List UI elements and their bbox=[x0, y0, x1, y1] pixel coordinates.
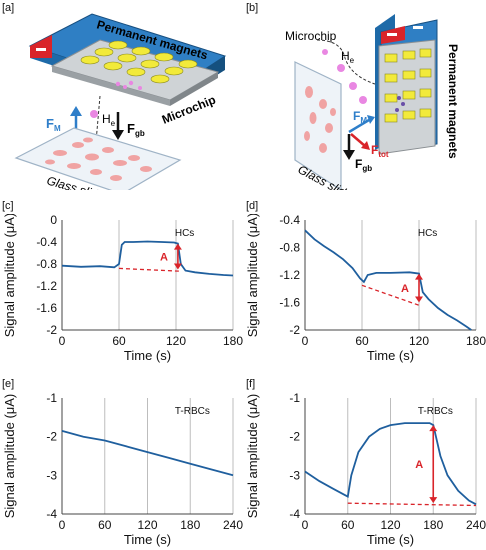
b-Ftot-label: Ftot bbox=[371, 143, 389, 159]
y-tick-label: -4 bbox=[289, 507, 300, 521]
series-line bbox=[304, 422, 477, 506]
x-tick-label: 180 bbox=[180, 518, 200, 532]
b-magnets-label: Permanent magnets bbox=[446, 44, 460, 159]
x-tick-label: 60 bbox=[355, 334, 369, 348]
x-axis-label: Time (s) bbox=[367, 348, 414, 363]
panel-f-label: [f] bbox=[246, 378, 256, 390]
y-tick-label: -0.4 bbox=[36, 235, 57, 249]
baseline-dashed bbox=[347, 502, 477, 507]
x-tick-label: 180 bbox=[423, 518, 443, 532]
legend-label: HCs bbox=[418, 228, 437, 239]
y-tick-label: -2 bbox=[289, 323, 300, 337]
a-FM-label: FM bbox=[46, 116, 61, 133]
y-tick-label: -1.2 bbox=[279, 268, 300, 282]
y-tick-label: -2 bbox=[289, 430, 300, 444]
x-tick-label: 120 bbox=[409, 334, 429, 348]
annotation-label: A bbox=[415, 459, 423, 471]
x-tick-label: 60 bbox=[98, 518, 112, 532]
y-axis-label: Signal amplitude (μA) bbox=[245, 214, 260, 337]
a-Fgb-label: Fgb bbox=[127, 121, 145, 138]
panel-b-label: [b] bbox=[246, 2, 259, 14]
panel-b-schematic: Permanent magnets Microchip He Glass sli… bbox=[285, 14, 460, 190]
y-tick-label: -0.8 bbox=[36, 257, 57, 271]
baseline-dashed bbox=[361, 284, 422, 307]
x-tick-label: 0 bbox=[302, 518, 309, 532]
y-tick-label: -0.8 bbox=[279, 241, 300, 255]
annotation-arrowhead-top bbox=[429, 425, 438, 432]
y-tick-label: -1.2 bbox=[36, 279, 57, 293]
x-tick-label: 120 bbox=[380, 518, 400, 532]
y-axis-label: Signal amplitude (μA) bbox=[245, 394, 260, 519]
y-tick-label: -2 bbox=[46, 323, 57, 337]
panel-c-label: [c] bbox=[2, 200, 14, 212]
y-tick-label: 0 bbox=[50, 214, 57, 227]
microchip-pads bbox=[80, 40, 198, 84]
x-axis-label: Time (s) bbox=[124, 348, 171, 363]
y-tick-label: -1.6 bbox=[36, 301, 57, 315]
annotation-arrowhead-bottom bbox=[429, 497, 438, 504]
x-tick-label: 60 bbox=[112, 334, 126, 348]
legend-label: T-RBCs bbox=[418, 406, 453, 417]
y-tick-label: -1.6 bbox=[279, 296, 300, 310]
x-tick-label: 120 bbox=[166, 334, 186, 348]
b-chip-cells bbox=[395, 96, 405, 112]
x-tick-label: 120 bbox=[137, 518, 157, 532]
x-tick-label: 60 bbox=[341, 518, 355, 532]
panel-d-label: [d] bbox=[246, 200, 259, 212]
series-line bbox=[61, 240, 234, 277]
y-tick-label: -3 bbox=[289, 468, 300, 482]
chart-d: -0.4 -0.8 -1.2 -1.6 -20 60 120 180 Time (s) Signa… bbox=[245, 214, 486, 363]
y-tick-label: -4 bbox=[46, 507, 57, 521]
annotation-arrowhead-top bbox=[173, 243, 182, 250]
x-tick-label: 0 bbox=[59, 334, 66, 348]
panel-a-label: [a] bbox=[2, 2, 15, 14]
x-tick-label: 180 bbox=[223, 334, 243, 348]
b-glass-slide-cells bbox=[304, 86, 336, 153]
chart-e: -1 -2 -3 -40 60 120 180 240 Time (s) Signal ampli… bbox=[2, 392, 243, 547]
annotation-arrowhead-top bbox=[415, 273, 423, 280]
glass-slide bbox=[14, 127, 182, 190]
y-tick-label: -2 bbox=[46, 430, 57, 444]
y-tick-label: -1 bbox=[289, 392, 300, 405]
y-tick-label: -1 bbox=[46, 392, 57, 405]
x-tick-label: 180 bbox=[466, 334, 486, 348]
magnet-red-end bbox=[30, 35, 52, 58]
b-Fgb-label: Fgb bbox=[355, 157, 372, 173]
y-axis-label: Signal amplitude (μA) bbox=[2, 214, 17, 337]
x-axis-label: Time (s) bbox=[367, 532, 414, 547]
annotation-arrowhead-bottom bbox=[415, 296, 423, 303]
b-microchip-label: Microchip bbox=[285, 29, 337, 43]
b-chip-pads bbox=[384, 48, 432, 123]
glass-slide-cells bbox=[45, 137, 152, 181]
b-He-label: He bbox=[341, 49, 355, 65]
panel-a-schematic: Permanent magnets Microchip He FM Fgb Gl… bbox=[14, 13, 227, 190]
annotation-label: A bbox=[401, 283, 409, 295]
baseline-dashed bbox=[118, 267, 179, 272]
microchip-cells bbox=[115, 80, 142, 90]
chart-f: -1 -2 -3 -40 60 120 180 240 Time (s) Signal ampli… bbox=[245, 392, 486, 547]
legend-label: T-RBCs bbox=[175, 406, 210, 417]
x-tick-label: 0 bbox=[302, 334, 309, 348]
series-line bbox=[304, 229, 472, 331]
legend-label: HCs bbox=[175, 228, 194, 239]
magnet-arrow-mark bbox=[36, 48, 46, 51]
x-tick-label: 0 bbox=[59, 518, 66, 532]
y-axis-label: Signal amplitude (μA) bbox=[2, 394, 17, 519]
annotation-label: A bbox=[160, 252, 168, 264]
series-line bbox=[61, 430, 234, 477]
panel-e-label: [e] bbox=[2, 378, 15, 390]
x-tick-label: 240 bbox=[223, 518, 243, 532]
annotation-arrowhead-bottom bbox=[173, 263, 182, 270]
a-He-label: He bbox=[102, 112, 116, 128]
x-tick-label: 240 bbox=[466, 518, 486, 532]
x-axis-label: Time (s) bbox=[124, 532, 171, 547]
y-tick-label: -3 bbox=[46, 468, 57, 482]
y-tick-label: -0.4 bbox=[279, 214, 300, 227]
b-FM-label: FM bbox=[353, 109, 367, 125]
a-cell-marker bbox=[90, 110, 98, 118]
